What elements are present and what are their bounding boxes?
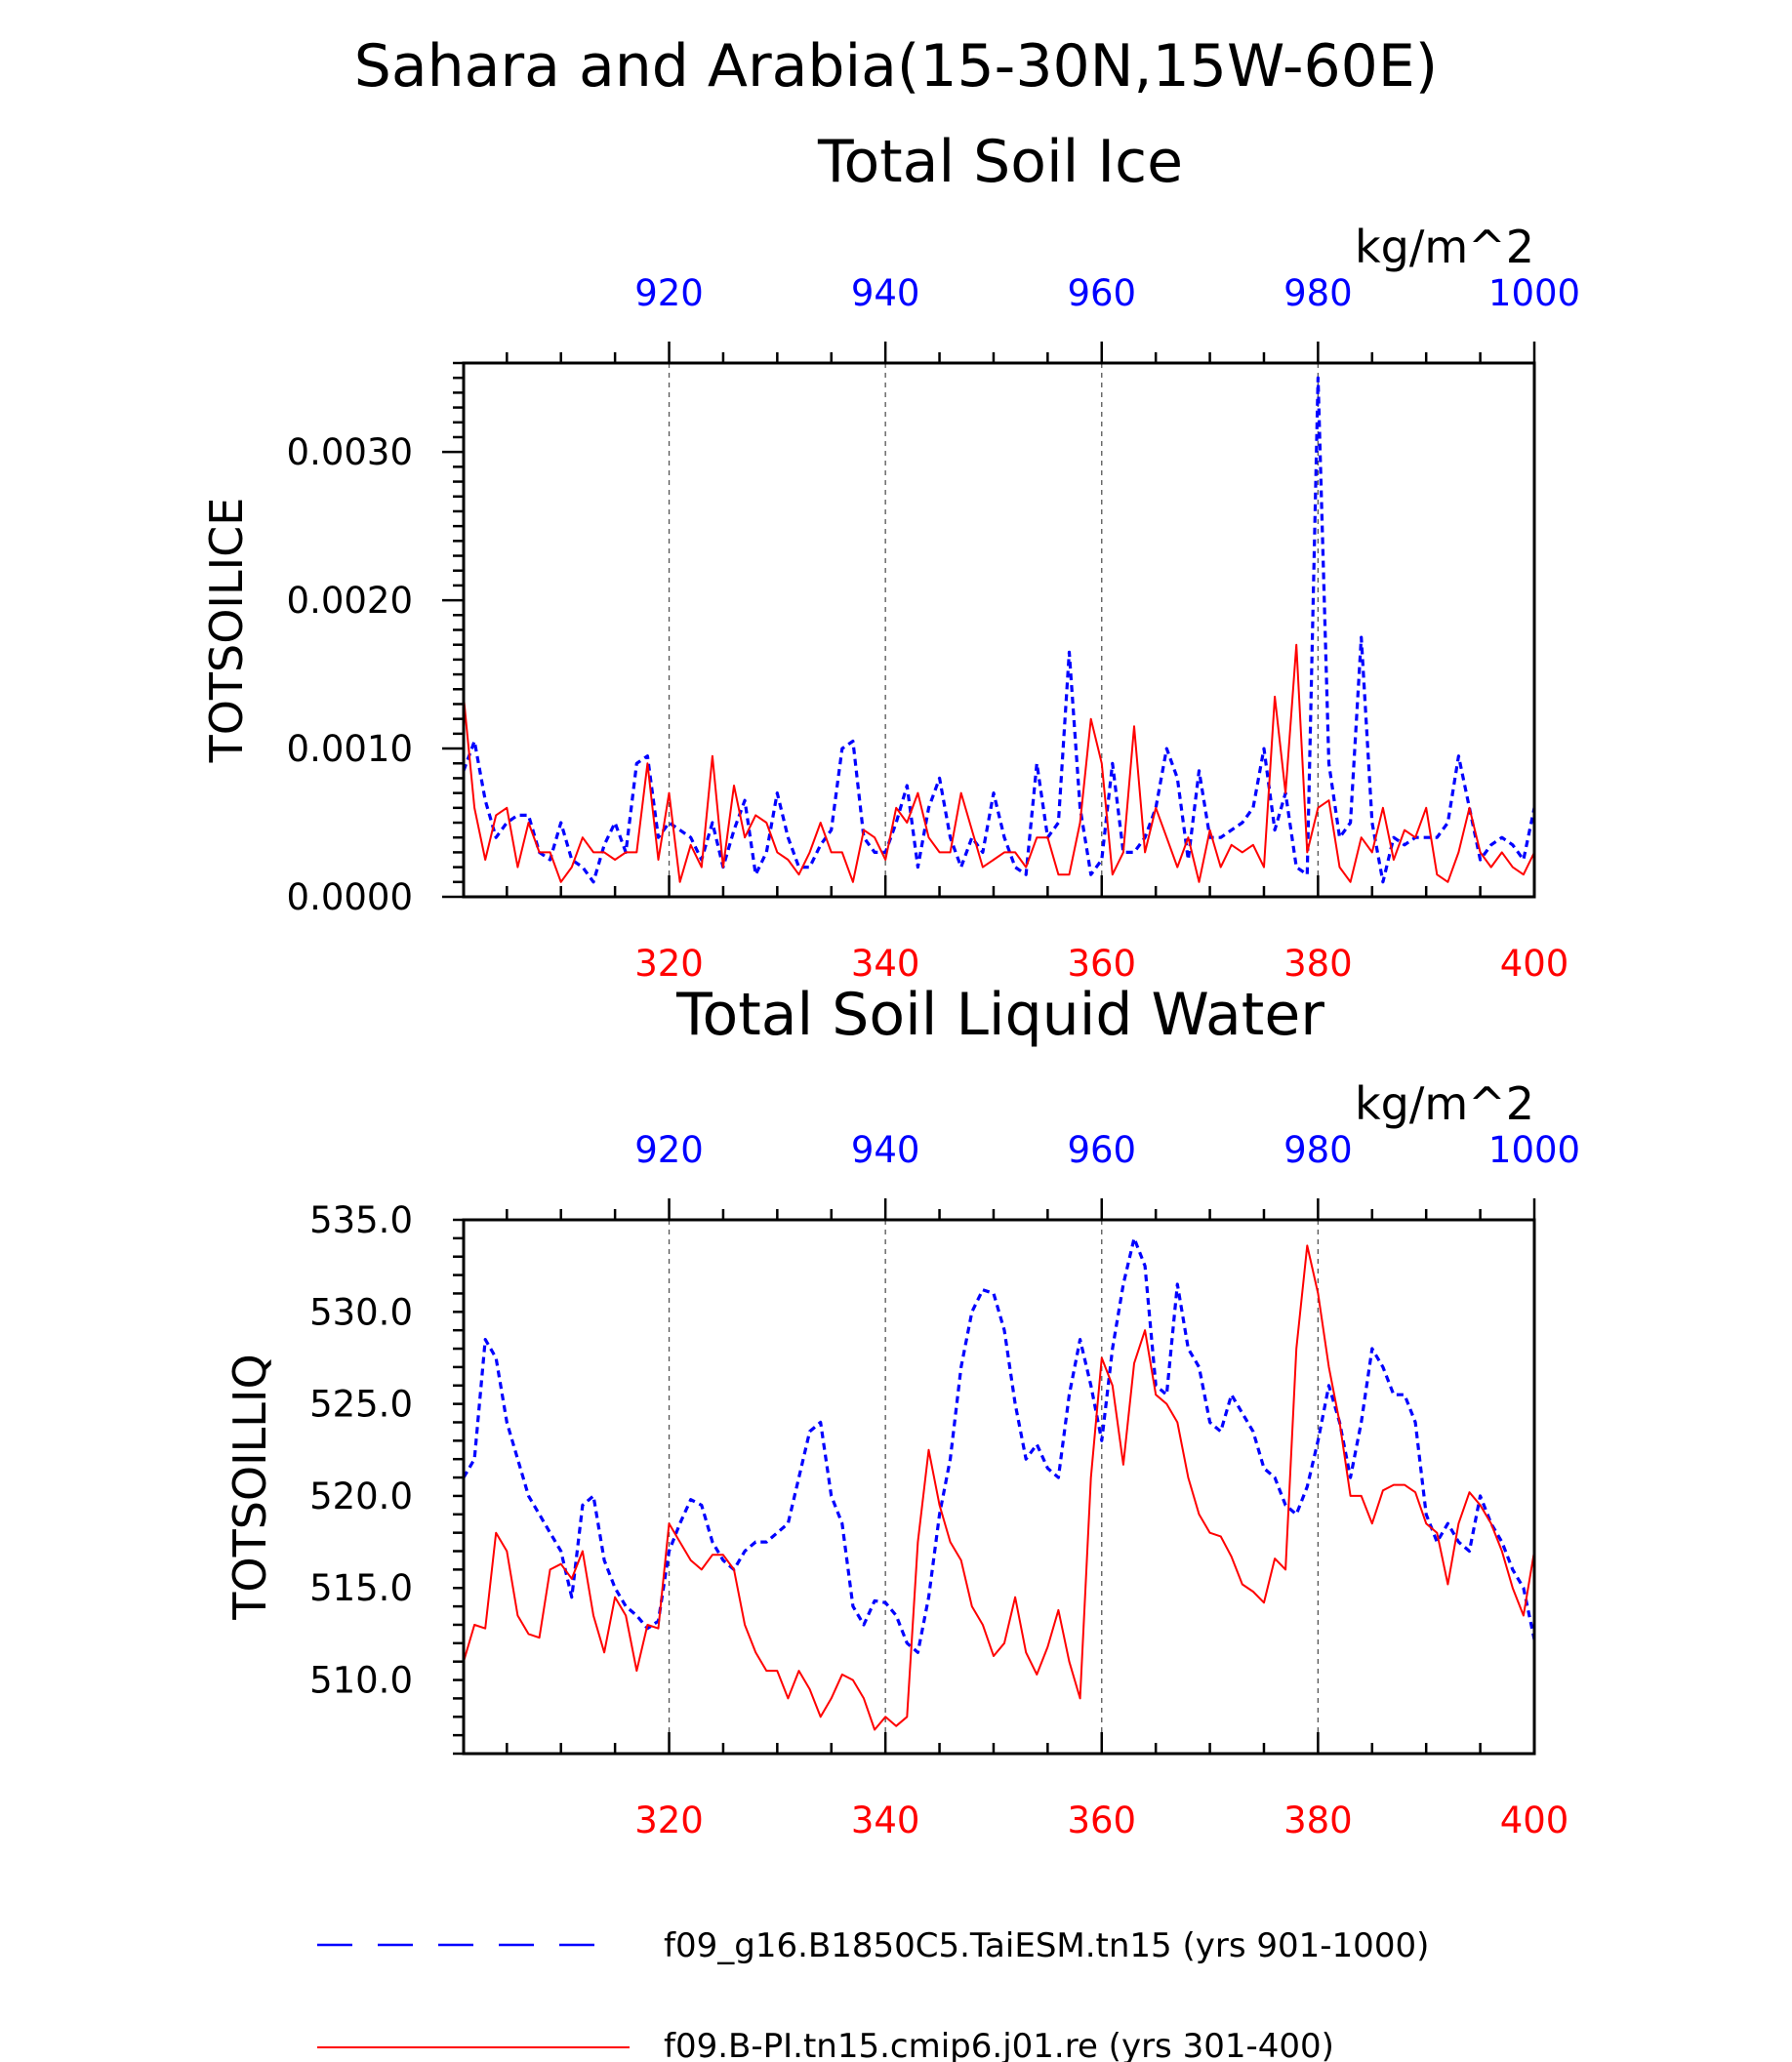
x-top-tick-label: 920 (634, 272, 704, 314)
legend-label-taiesm: f09_g16.B1850C5.TaiESM.tn15 (yrs 901-100… (664, 1926, 1429, 1965)
x-bottom-tick-label: 340 (851, 943, 920, 985)
y-tick-label: 0.0010 (287, 728, 413, 770)
units-label: kg/m^2 (1355, 221, 1534, 273)
series-line-bpi (463, 1244, 1535, 1731)
x-bottom-tick-label: 380 (1283, 1799, 1353, 1841)
y-tick-label: 525.0 (309, 1384, 413, 1426)
series-line-bpi (463, 643, 1535, 883)
units-label: kg/m^2 (1355, 1077, 1534, 1130)
y-tick-label: 0.0020 (287, 580, 413, 622)
x-top-tick-label: 1000 (1488, 272, 1580, 314)
series-line-taiesm (462, 1236, 1536, 1654)
panel-soil-ice: 320 340 360 380 400 920 940 960 980 1000 0.0000 0.0… (200, 221, 1580, 985)
x-bottom-tick-label: 320 (634, 1799, 704, 1841)
y-axis-label: TOTSOILICE (200, 498, 253, 764)
x-top-tick-label: 940 (851, 1129, 920, 1171)
series-line-taiesm (462, 376, 1536, 884)
x-bottom-tick-label: 400 (1500, 943, 1569, 985)
x-bottom-tick-label: 380 (1283, 943, 1353, 985)
y-tick-label: 520.0 (309, 1476, 413, 1517)
x-bottom-tick-label: 360 (1067, 943, 1136, 985)
y-tick-label: 0.0000 (287, 876, 413, 918)
panel-soil-liquid: 320 340 360 380 400 920 940 960 980 1000 510.0 515.… (224, 1077, 1580, 1841)
x-top-tick-label: 960 (1067, 272, 1136, 314)
legend-label-bpi: f09.B-PI.tn15.cmip6.j01.re (yrs 301-400) (664, 2027, 1334, 2062)
x-top-tick-label: 980 (1283, 272, 1353, 314)
figure-title: Sahara and Arabia(15-30N,15W-60E) (354, 32, 1438, 101)
panel2-title: Total Soil Liquid Water (675, 981, 1324, 1049)
x-bottom-tick-label: 400 (1500, 1799, 1569, 1841)
x-bottom-tick-label: 340 (851, 1799, 920, 1841)
y-tick-label: 535.0 (309, 1199, 413, 1241)
y-tick-label: 0.0030 (287, 431, 413, 473)
plot-frame (462, 1218, 1536, 1756)
x-bottom-tick-label: 360 (1067, 1799, 1136, 1841)
y-tick-label: 530.0 (309, 1291, 413, 1333)
x-top-tick-label: 980 (1283, 1129, 1353, 1171)
x-top-tick-label: 940 (851, 272, 920, 314)
x-top-tick-label: 920 (634, 1129, 704, 1171)
y-tick-label: 515.0 (309, 1567, 413, 1609)
y-axis-label: TOTSOILLIQ (224, 1354, 276, 1620)
legend: f09_g16.B1850C5.TaiESM.tn15 (yrs 901-100… (317, 1926, 1429, 2062)
x-top-tick-label: 960 (1067, 1129, 1136, 1171)
x-top-tick-label: 1000 (1488, 1129, 1580, 1171)
y-tick-label: 510.0 (309, 1660, 413, 1702)
panel1-title: Total Soil Ice (817, 128, 1183, 196)
x-bottom-tick-label: 320 (634, 943, 704, 985)
